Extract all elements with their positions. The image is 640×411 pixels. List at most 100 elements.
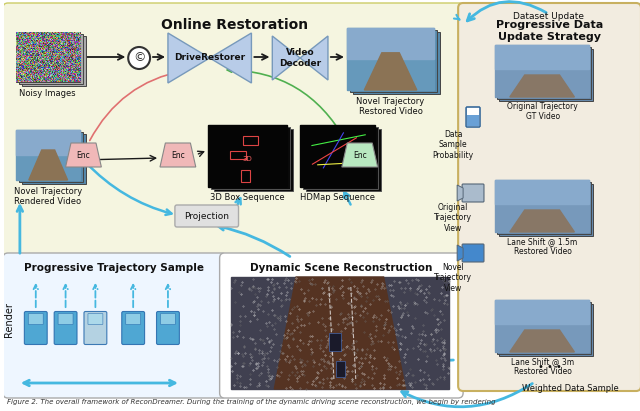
FancyBboxPatch shape [125, 314, 141, 325]
Polygon shape [457, 245, 463, 261]
Polygon shape [510, 75, 575, 97]
Bar [347, 28, 435, 90]
Text: ©: © [133, 51, 145, 65]
Text: Novel
Trajectory
View: Novel Trajectory View [434, 263, 472, 293]
Text: Projection: Projection [184, 212, 229, 220]
Bar [19, 132, 83, 182]
Text: Enc: Enc [171, 150, 185, 159]
Bar [306, 129, 381, 191]
Text: Enc: Enc [353, 150, 367, 159]
FancyBboxPatch shape [122, 312, 145, 344]
Bar [208, 125, 287, 187]
Bar [499, 304, 593, 356]
Text: Dataset Update: Dataset Update [513, 12, 584, 21]
Bar [303, 127, 378, 189]
Text: Original Trajectory
GT Video: Original Trajectory GT Video [508, 102, 578, 121]
Bar [230, 277, 449, 389]
Text: Figure 2. The overall framework of ReconDreamer. During the training of the dyna: Figure 2. The overall framework of Recon… [7, 399, 495, 405]
Bar [495, 45, 589, 97]
Bar [16, 130, 81, 155]
Bar [495, 180, 589, 232]
Text: 3D: 3D [243, 156, 252, 162]
Bar [495, 300, 589, 352]
FancyBboxPatch shape [3, 253, 227, 398]
Text: Lane Shift @ 3m
Restored Video: Lane Shift @ 3m Restored Video [511, 357, 574, 376]
Bar [495, 300, 589, 324]
FancyBboxPatch shape [458, 3, 640, 391]
Bar [335, 361, 346, 377]
Bar [347, 28, 435, 90]
Polygon shape [457, 185, 463, 201]
Text: Progressive Data
Update Strategy: Progressive Data Update Strategy [496, 20, 603, 42]
FancyBboxPatch shape [220, 253, 463, 398]
Text: 3D Box Sequence: 3D Box Sequence [210, 193, 285, 202]
FancyBboxPatch shape [466, 107, 480, 127]
Polygon shape [29, 150, 68, 180]
Polygon shape [160, 143, 196, 167]
FancyBboxPatch shape [462, 244, 484, 262]
Bar [300, 125, 374, 187]
Polygon shape [342, 143, 378, 167]
Bar [495, 45, 589, 97]
Bar [499, 49, 593, 101]
Bar [22, 134, 86, 184]
Bar [16, 130, 81, 180]
Bar [230, 151, 246, 159]
FancyBboxPatch shape [24, 312, 47, 344]
Text: Weighted Data Sample: Weighted Data Sample [522, 384, 619, 393]
Bar [22, 36, 86, 86]
Text: Enc: Enc [77, 150, 90, 159]
Circle shape [128, 47, 150, 69]
Bar [495, 300, 589, 352]
FancyBboxPatch shape [467, 115, 479, 126]
Polygon shape [272, 36, 328, 80]
FancyBboxPatch shape [28, 314, 44, 325]
Bar [16, 32, 81, 82]
Text: • • •: • • • [538, 362, 561, 372]
FancyBboxPatch shape [161, 314, 175, 325]
Bar [347, 28, 435, 59]
FancyBboxPatch shape [157, 312, 179, 344]
Bar [495, 45, 589, 69]
Bar [497, 302, 591, 354]
Text: Novel Trajectory
Rendered Video: Novel Trajectory Rendered Video [13, 187, 82, 206]
Polygon shape [65, 143, 101, 167]
Bar [499, 184, 593, 236]
Text: Online Restoration: Online Restoration [161, 18, 308, 32]
Bar [241, 170, 250, 182]
Bar [497, 47, 591, 99]
Text: Original
Trajectory
View: Original Trajectory View [434, 203, 472, 233]
FancyBboxPatch shape [175, 205, 239, 227]
FancyBboxPatch shape [84, 312, 107, 344]
Text: Data
Sample
Probability: Data Sample Probability [433, 130, 474, 160]
Text: Noisy Images: Noisy Images [19, 89, 76, 98]
Bar [19, 34, 83, 84]
Text: HDMap Sequence: HDMap Sequence [300, 193, 376, 202]
Text: Novel Trajectory
Restored Video: Novel Trajectory Restored Video [356, 97, 425, 116]
FancyBboxPatch shape [3, 3, 464, 258]
Polygon shape [510, 210, 575, 232]
Bar [353, 32, 440, 94]
Bar [214, 129, 293, 191]
Bar [495, 180, 589, 232]
Bar [208, 125, 287, 187]
Polygon shape [510, 330, 575, 352]
Polygon shape [168, 33, 252, 83]
Bar [350, 30, 437, 92]
Polygon shape [364, 53, 417, 90]
Bar [211, 127, 290, 189]
FancyBboxPatch shape [462, 184, 484, 202]
Bar [329, 333, 341, 351]
Text: Video
Decoder: Video Decoder [279, 48, 321, 68]
Text: DriveRestorer: DriveRestorer [174, 53, 245, 62]
Text: Render: Render [4, 302, 14, 337]
Text: Lane Shift @ 1.5m
Restored Video: Lane Shift @ 1.5m Restored Video [508, 237, 578, 256]
Text: Progressive Trajectory Sample: Progressive Trajectory Sample [24, 263, 204, 273]
Polygon shape [275, 277, 406, 389]
FancyBboxPatch shape [88, 314, 103, 325]
Bar [16, 130, 81, 180]
FancyBboxPatch shape [54, 312, 77, 344]
Bar [495, 180, 589, 204]
Bar [243, 136, 258, 145]
Bar [300, 125, 374, 187]
